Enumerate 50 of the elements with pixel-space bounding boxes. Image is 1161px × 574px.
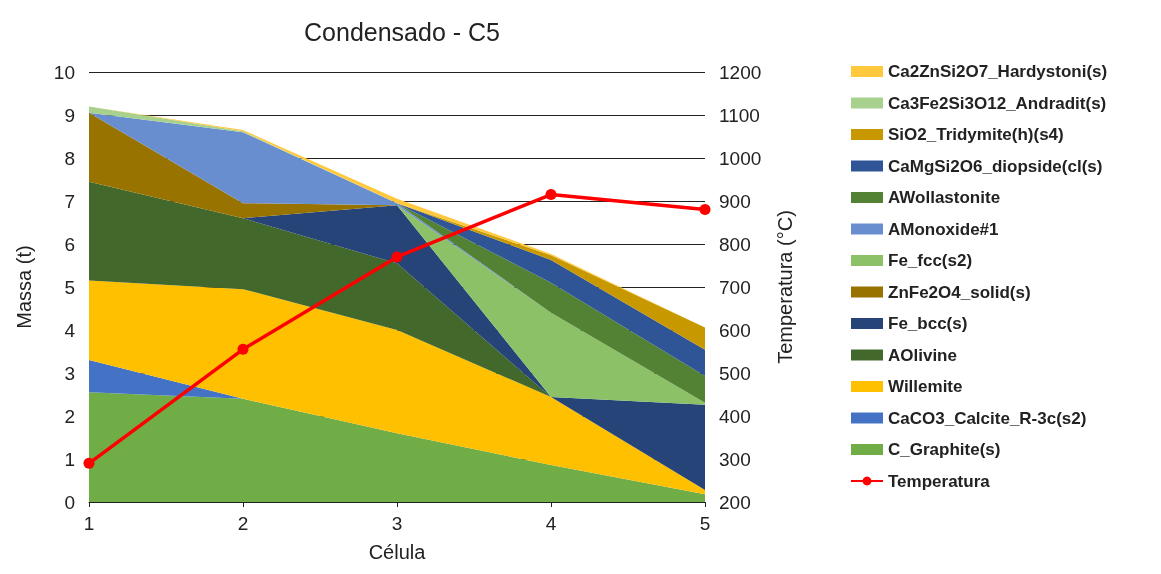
y2-tick-label: 1200 [719, 61, 762, 83]
point [545, 189, 557, 201]
y-tick-label: 7 [64, 190, 75, 212]
y-tick-label: 0 [64, 491, 75, 513]
y-tick-label: 2 [64, 405, 75, 427]
legend-label: AMonoxide#1 [888, 219, 999, 239]
point [391, 251, 403, 263]
legend-label: Fe_bcc(s) [888, 314, 968, 333]
y2-tick-label: 600 [719, 319, 751, 341]
y-tick-label: 8 [64, 147, 75, 169]
legend-label: Ca2ZnSi2O7_Hardystoni(s) [888, 62, 1108, 81]
y-tick-label: 1 [64, 448, 75, 470]
legend-label: Willemite [888, 377, 963, 396]
y-tick-label: 10 [53, 61, 75, 83]
y2-tick-label: 500 [719, 362, 751, 384]
point [699, 204, 711, 216]
y-tick-label: 3 [64, 362, 75, 384]
legend-label: CaCO3_Calcite_R-3c(s2) [888, 408, 1087, 428]
point [237, 343, 249, 355]
y2-tick-label: 300 [719, 448, 751, 470]
x-axis-title: Célula [368, 541, 427, 563]
y2-tick-label: 1000 [719, 147, 762, 169]
x-tick-label: 3 [391, 513, 403, 534]
y2-axis-title: Temperatura (°C) [774, 210, 796, 364]
point [83, 457, 95, 469]
y2-tick-label: 400 [719, 405, 751, 427]
y-tick-label: 4 [64, 319, 76, 341]
x-tick-label: 2 [237, 513, 249, 534]
y-tick-label: 5 [64, 276, 75, 298]
legend-label: AWollastonite [888, 188, 1001, 207]
x-tick-label: 4 [545, 513, 557, 534]
legend-label: C_Graphite(s) [888, 440, 1001, 459]
y2-tick-label: 700 [719, 276, 751, 298]
chart-title: Condensado - C5 [304, 17, 500, 46]
x-tick-label: 5 [699, 513, 711, 534]
legend-label: Temperatura [888, 471, 991, 491]
y-tick-label: 6 [64, 233, 75, 255]
legend-label: SiO2_Tridymite(h)(s4) [888, 125, 1064, 144]
y-axis-title: Massa (t) [13, 245, 35, 329]
y2-tick-label: 1100 [719, 104, 760, 126]
y2-tick-label: 200 [719, 491, 751, 513]
y2-tick-label: 800 [719, 233, 751, 255]
x-tick-label: 1 [83, 513, 95, 534]
legend-label: Ca3Fe2Si3O12_Andradit(s) [888, 93, 1107, 113]
y2-tick-label: 900 [719, 190, 751, 212]
legend-label: AOlivine [888, 345, 957, 365]
legend-label: Fe_fcc(s2) [888, 251, 973, 270]
y-tick-label: 9 [64, 104, 75, 126]
legend-label: CaMgSi2O6_diopside(cl(s) [888, 156, 1103, 176]
legend-label: ZnFe2O4_solid(s) [888, 282, 1031, 302]
